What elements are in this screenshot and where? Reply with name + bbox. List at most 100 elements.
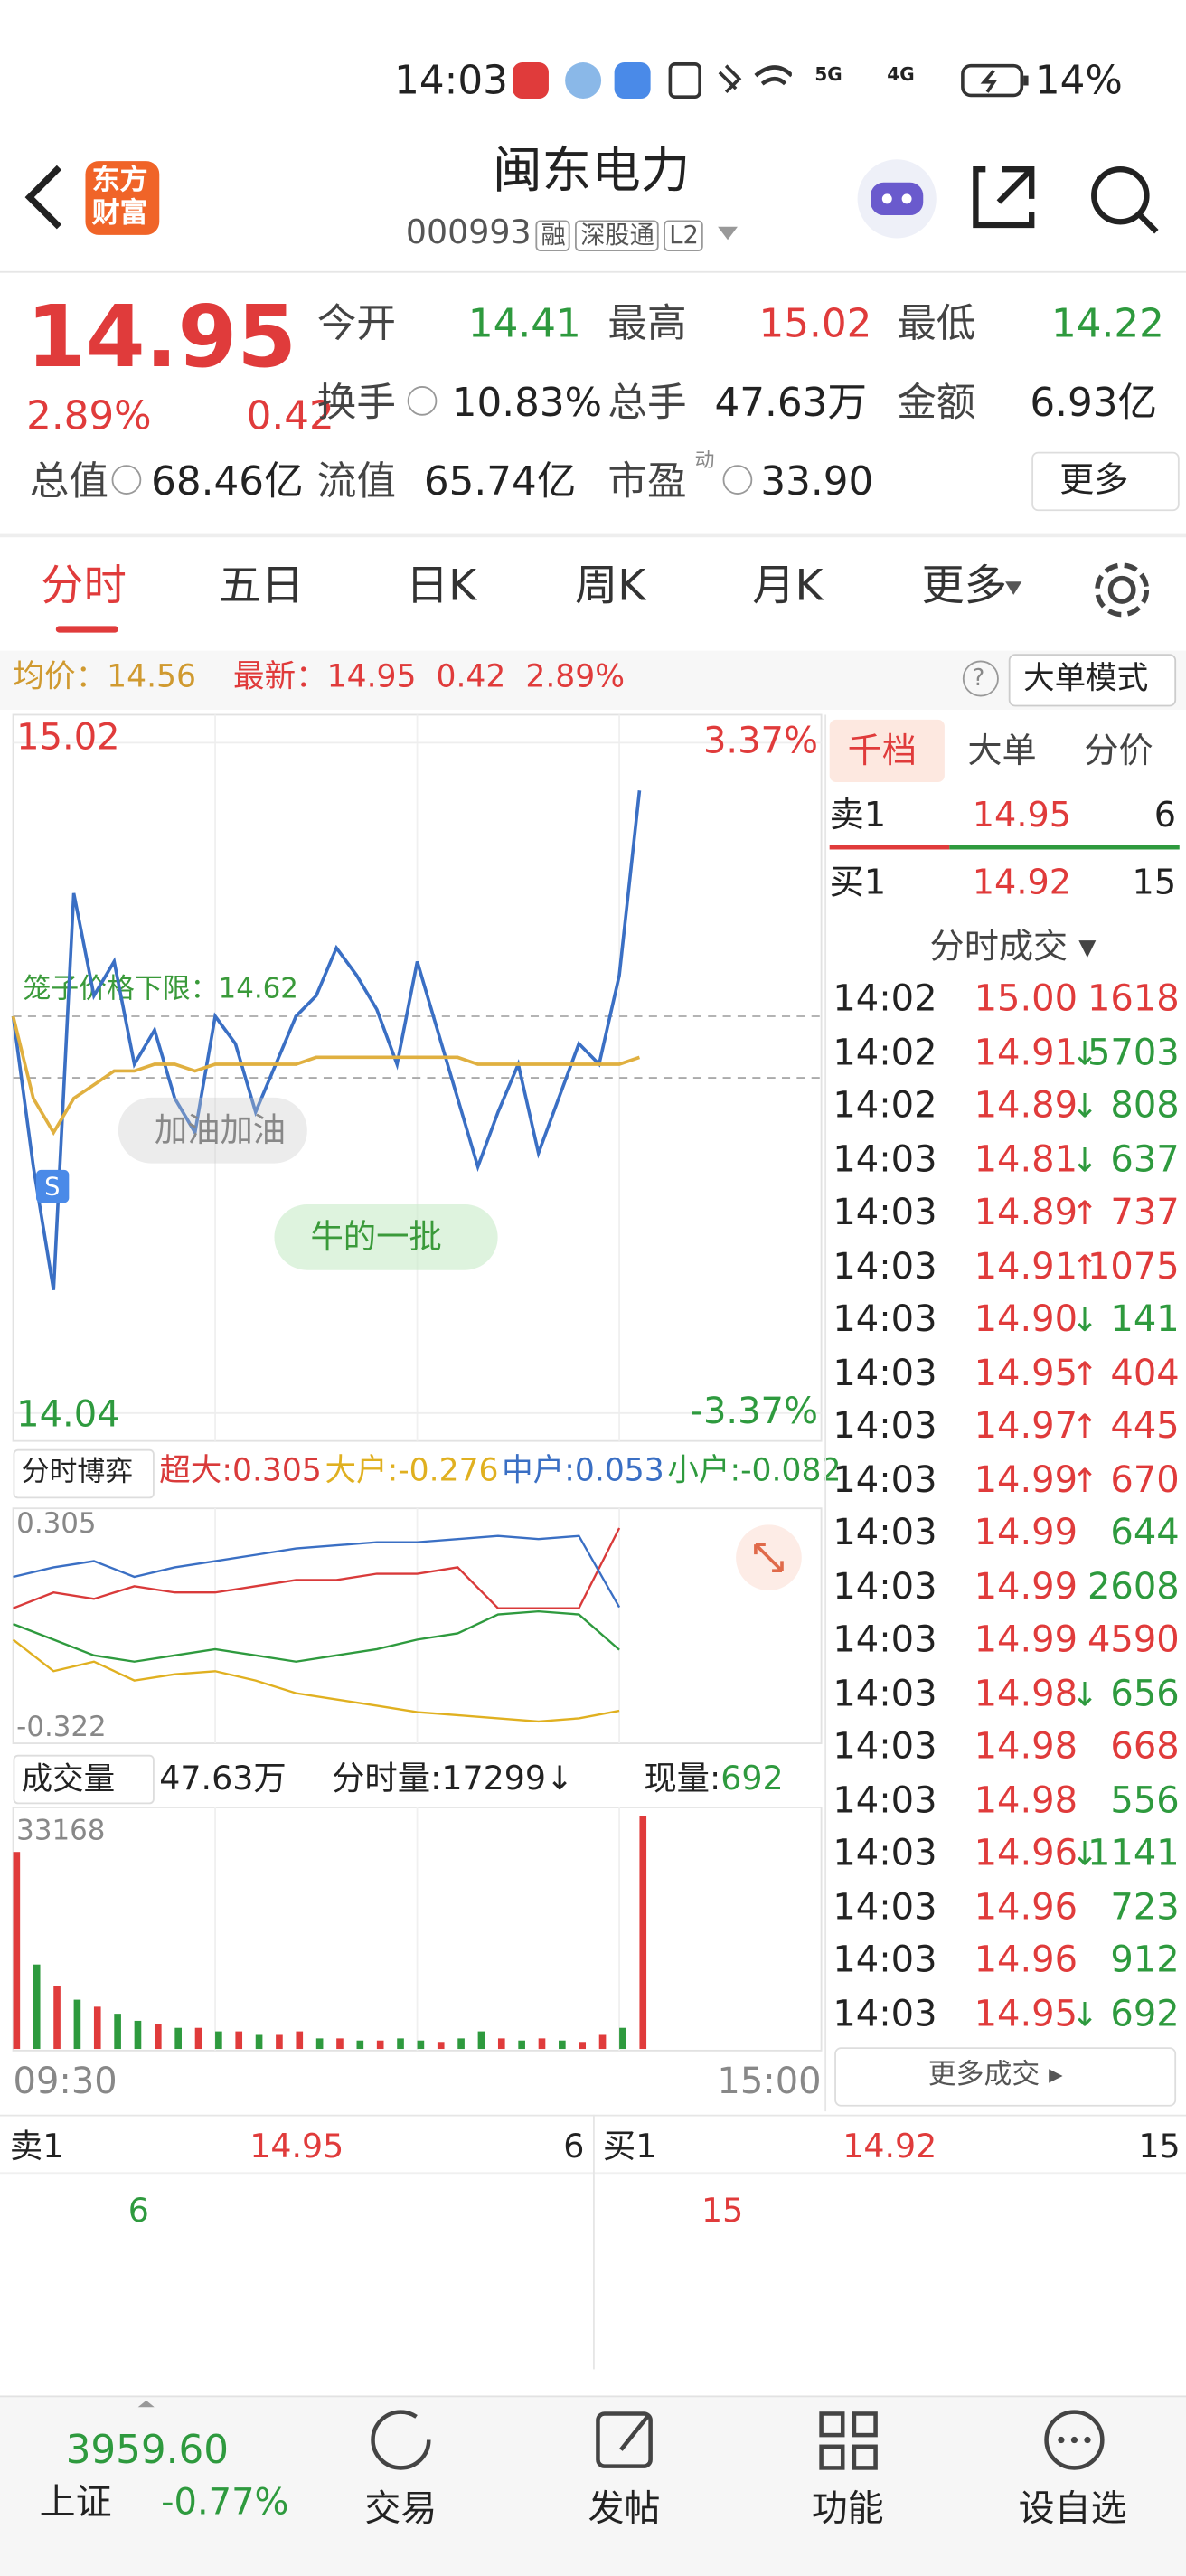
dropdown-icon[interactable] [714, 223, 740, 243]
battery-icon [961, 63, 1029, 98]
tab[interactable]: 更多 [921, 561, 1007, 611]
trades-title[interactable]: 分时成交 ▾ [929, 926, 1097, 967]
tick-volume: 分时量:17299↓ [332, 1758, 574, 1798]
trade-price: 14.89 [974, 1086, 1078, 1128]
trade-volume: 556 [1110, 1779, 1180, 1822]
help-icon[interactable]: ? [962, 660, 999, 697]
tab-indicator [55, 626, 118, 633]
trade-dir: ↓ [1070, 1994, 1099, 2033]
field-label: 流值 [316, 458, 396, 505]
volume-bar [13, 1852, 21, 2050]
trade-volume: 808 [1110, 1086, 1180, 1128]
bottom-nav: 3959.60 上证 -0.77% 交易 发帖 功能 设自选 [0, 2395, 1186, 2576]
volume-total: 47.63万 [159, 1758, 287, 1798]
mode-button[interactable]: 大单模式 [1008, 654, 1177, 707]
divider [0, 2172, 1186, 2175]
panel-tab[interactable]: 大单 [967, 731, 1037, 771]
expand-button[interactable] [736, 1524, 802, 1591]
nav-item[interactable]: 功能 [811, 2489, 884, 2531]
info-icon[interactable] [111, 465, 142, 495]
more-trades-button[interactable]: 更多成交 ▸ [834, 2047, 1177, 2107]
tab[interactable]: 五日 [218, 561, 305, 611]
info-icon[interactable] [722, 465, 753, 495]
trade-dir: ↑ [1070, 1246, 1099, 1286]
legend-name: 大户 [325, 1452, 388, 1489]
buy-price: 14.92 [972, 863, 1072, 902]
panel-tab[interactable]: 分价 [1084, 731, 1153, 771]
volume-bar [33, 1964, 41, 2050]
volume-bar [538, 2038, 546, 2050]
tab[interactable]: 月K [752, 561, 824, 611]
trade-price: 14.98 [974, 1726, 1078, 1769]
volume-bar [154, 2024, 162, 2050]
trade-price: 14.96 [974, 1887, 1078, 1929]
legend-name: 小户 [667, 1452, 730, 1489]
tag: 融 [536, 220, 571, 252]
volume-bar [477, 2031, 485, 2050]
index-value[interactable]: 3959.60 [65, 2427, 230, 2473]
trade-price: 14.95 [974, 1994, 1078, 2035]
back-button[interactable] [20, 161, 70, 233]
trade-volume: 670 [1110, 1459, 1180, 1502]
trade-price: 14.90 [974, 1299, 1078, 1341]
panel-tab[interactable]: 千档 [847, 731, 917, 771]
settings-icon[interactable] [1091, 559, 1153, 621]
volume-bar [194, 2027, 202, 2050]
latest-price: 14.95 [326, 658, 417, 695]
more-button[interactable]: 更多 [1031, 451, 1180, 512]
dropdown-icon[interactable] [1002, 579, 1024, 599]
buy-bar [949, 845, 1180, 850]
field-value: 14.22 [1051, 300, 1164, 347]
trade-dir: ↑ [1070, 1193, 1099, 1232]
index-change[interactable]: -0.77% [161, 2482, 289, 2524]
trade-time: 14:03 [833, 1406, 937, 1448]
volume-bar [235, 2031, 243, 2050]
trade-time: 14:03 [833, 1726, 937, 1769]
trade-volume: 1618 [1087, 979, 1180, 1021]
nav-item[interactable]: 交易 [364, 2489, 438, 2531]
trade-dir: ↓ [1070, 1086, 1099, 1126]
tab[interactable]: 周K [575, 561, 646, 611]
trade-time: 14:02 [833, 1086, 937, 1128]
trade-price: 14.89 [974, 1193, 1078, 1234]
trade-volume: 692 [1110, 1994, 1180, 2035]
logo-text: 财富 [91, 197, 148, 231]
comment-text: 牛的一批 [310, 1217, 441, 1256]
tab[interactable]: 分时 [41, 561, 127, 611]
trade-price: 14.99 [974, 1566, 1078, 1609]
y2-tick-label: -3.37% [691, 1391, 818, 1432]
flow-selector[interactable]: 分时博弈 [13, 1448, 155, 1499]
buy-volume: 15 [1132, 863, 1177, 902]
comment-bubble [274, 1204, 498, 1270]
latest-label: 最新： [233, 658, 327, 695]
trade-time: 14:03 [833, 1246, 937, 1288]
divider [593, 2114, 595, 2370]
trade-dir: ↑ [1070, 1353, 1099, 1393]
trade-volume: 2608 [1087, 1566, 1180, 1609]
series-line [12, 1638, 620, 1723]
more-label: 更多 [1059, 459, 1129, 500]
trade-volume: 912 [1110, 1940, 1180, 1982]
trade-time: 14:03 [833, 1994, 937, 2035]
trade-time: 14:03 [833, 1513, 937, 1555]
y-tick-label: 33168 [16, 1815, 105, 1847]
volume-selector[interactable]: 成交量 [13, 1754, 155, 1805]
status-time: 14:03 [394, 57, 508, 104]
status-icons [512, 62, 792, 99]
info-icon[interactable] [407, 386, 438, 416]
tab[interactable]: 日K [405, 561, 477, 611]
index-name[interactable]: 上证 [39, 2482, 112, 2524]
nav-item[interactable]: 发帖 [588, 2489, 661, 2531]
divider [0, 2114, 1186, 2117]
trade-volume: 637 [1110, 1139, 1180, 1181]
sell-price: 14.95 [972, 795, 1072, 835]
y-tick-label: 14.04 [16, 1393, 119, 1435]
volume-bar [376, 2040, 384, 2050]
nav-item[interactable]: 设自选 [1018, 2489, 1127, 2531]
book-buy-price: 14.92 [842, 2126, 937, 2166]
latest-change: 0.42 [436, 658, 506, 695]
app-logo: 东方 财富 [85, 161, 160, 235]
trade-volume: 737 [1110, 1193, 1180, 1234]
